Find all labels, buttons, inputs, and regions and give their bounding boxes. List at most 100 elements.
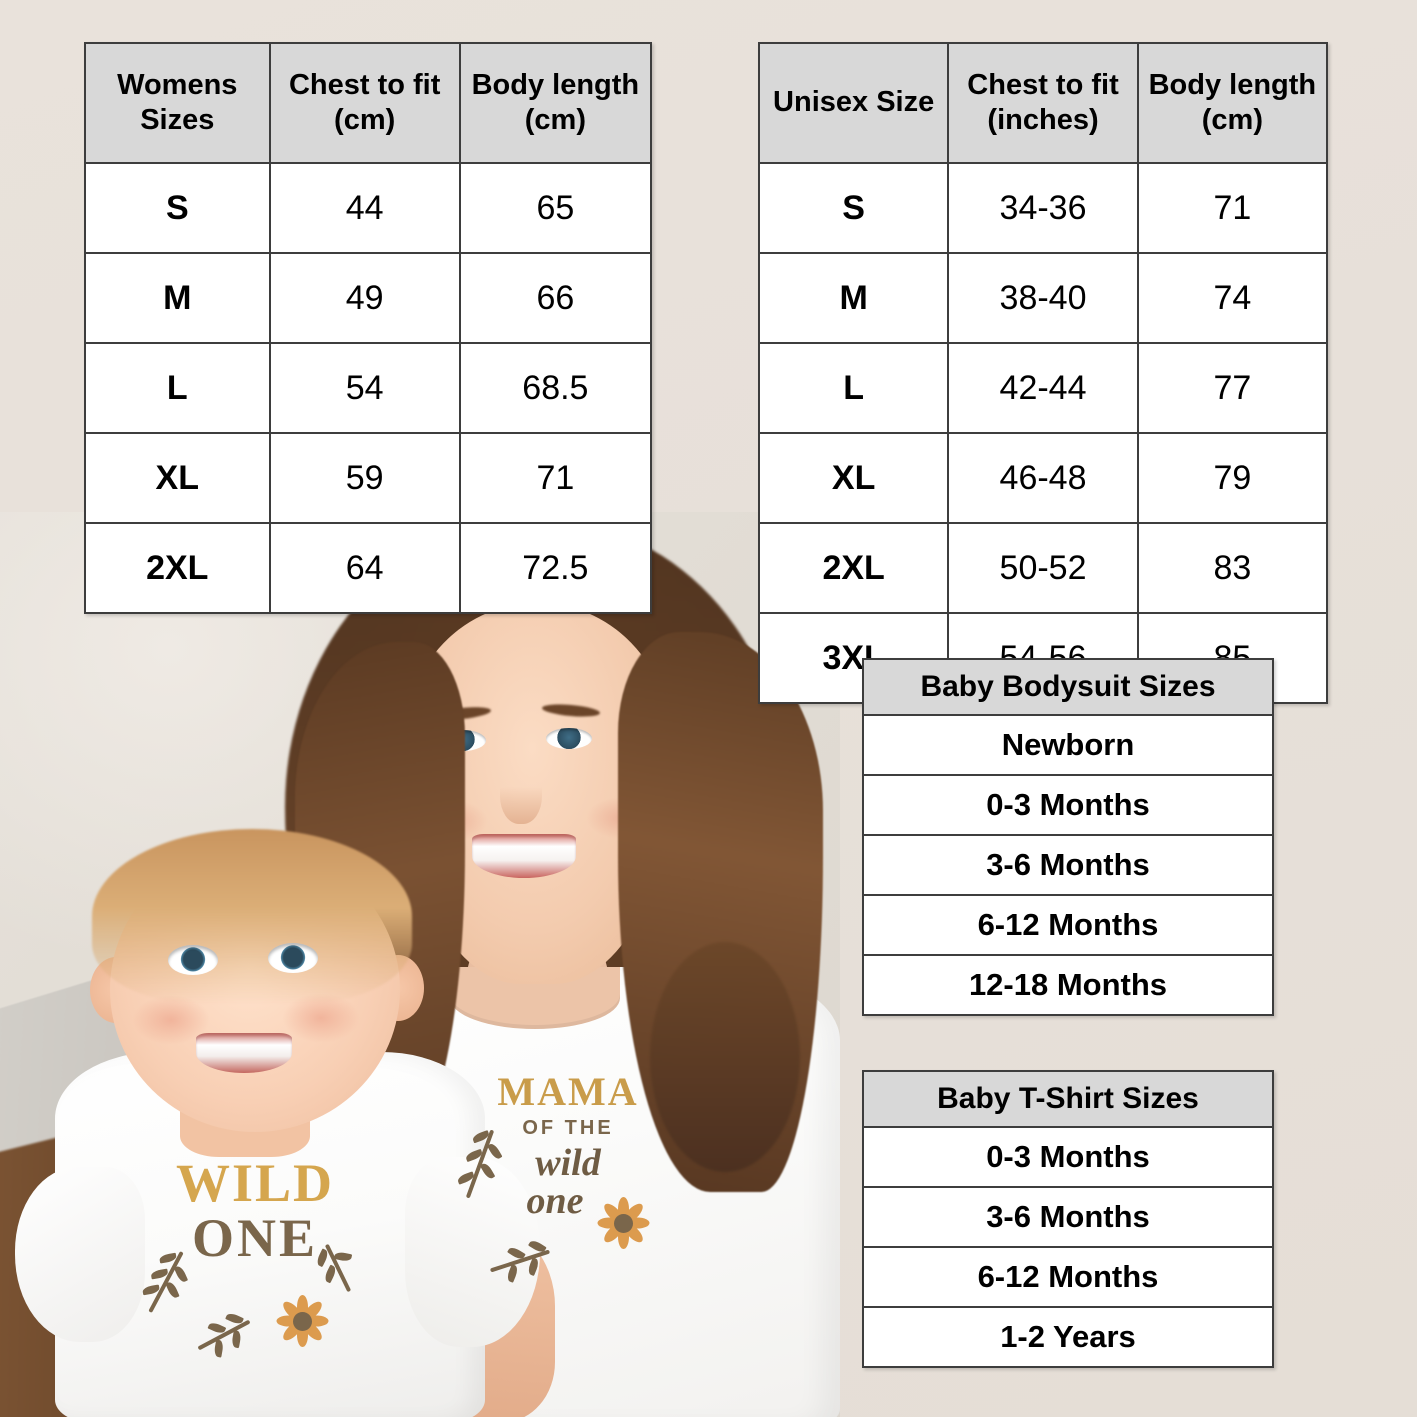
cell-size: 2XL [84, 522, 271, 614]
table-row: 3-6 Months [862, 1186, 1274, 1248]
cell-length: 77 [1136, 342, 1329, 434]
cell-chest: 50-52 [947, 522, 1139, 614]
table-row: 2XL 64 72.5 [84, 522, 653, 614]
cell-size: 0-3 Months [862, 774, 1274, 836]
table-row: 3-6 Months [862, 834, 1274, 896]
mama-print-line2: OF THE [522, 1117, 614, 1139]
table-row: M 38-40 74 [757, 252, 1329, 344]
mama-print-line1: MAMA [497, 1069, 639, 1114]
cell-size: XL [757, 432, 950, 524]
cell-length: 83 [1136, 522, 1329, 614]
baby-figure [15, 829, 540, 1417]
cell-chest: 64 [268, 522, 461, 614]
column-header-length: Body length (cm) [458, 42, 653, 164]
cell-length: 72.5 [458, 522, 653, 614]
table-header-row: Unisex Size Chest to fit (inches) Body l… [757, 42, 1329, 164]
cell-size: M [757, 252, 950, 344]
mama-print-sprig-bottom [489, 1238, 551, 1283]
cell-length: 71 [1136, 162, 1329, 254]
baby-print-flower [275, 1294, 329, 1348]
table-row: 6-12 Months [862, 894, 1274, 956]
cell-size: 12-18 Months [862, 954, 1274, 1016]
baby-arm-left [15, 1167, 145, 1342]
table-header-row: Womens Sizes Chest to fit (cm) Body leng… [84, 42, 653, 164]
cell-size: 3-6 Months [862, 1186, 1274, 1248]
woman-smile [472, 834, 576, 878]
column-header-tshirt: Baby T-Shirt Sizes [862, 1070, 1274, 1128]
column-header-size: Womens Sizes [84, 42, 271, 164]
table-row: M 49 66 [84, 252, 653, 344]
cell-chest: 34-36 [947, 162, 1139, 254]
cell-size: 6-12 Months [862, 894, 1274, 956]
table-row: Newborn [862, 714, 1274, 776]
table-row: XL 46-48 79 [757, 432, 1329, 524]
table-row: S 44 65 [84, 162, 653, 254]
cell-length: 79 [1136, 432, 1329, 524]
cell-size: XL [84, 432, 271, 524]
cell-size: 2XL [757, 522, 950, 614]
table-row: 6-12 Months [862, 1246, 1274, 1308]
cell-size: S [84, 162, 271, 254]
cell-length: 65 [458, 162, 653, 254]
baby-print-line2: ONE [191, 1208, 319, 1268]
woman-eye-right [546, 728, 592, 749]
table-row: L 54 68.5 [84, 342, 653, 434]
woman-nose [500, 762, 542, 824]
mama-print-line4: one [526, 1180, 584, 1222]
baby-print-sprig-bottom [197, 1311, 251, 1358]
cell-size: 3-6 Months [862, 834, 1274, 896]
cell-chest: 54 [268, 342, 461, 434]
baby-bodysuit-sizes-table: Baby Bodysuit Sizes Newborn 0-3 Months 3… [862, 658, 1274, 1016]
unisex-sizes-table: Unisex Size Chest to fit (inches) Body l… [757, 42, 1329, 704]
table-row: S 34-36 71 [757, 162, 1329, 254]
cell-chest: 59 [268, 432, 461, 524]
baby-print-line1: WILD [175, 1153, 335, 1213]
cell-size: L [757, 342, 950, 434]
baby-hair [92, 829, 412, 1004]
cell-size: L [84, 342, 271, 434]
baby-tshirt-sizes-table: Baby T-Shirt Sizes 0-3 Months 3-6 Months… [862, 1070, 1274, 1368]
cell-chest: 44 [268, 162, 461, 254]
mama-shirt-print: MAMA OF THE wild one [456, 1069, 668, 1283]
cell-length: 74 [1136, 252, 1329, 344]
cell-chest: 38-40 [947, 252, 1139, 344]
baby-shirt-print: WILD ONE [141, 1153, 360, 1366]
column-header-chest: Chest to fit (cm) [268, 42, 461, 164]
mama-print-flower [596, 1196, 650, 1249]
cell-size: 1-2 Years [862, 1306, 1274, 1368]
baby-mouth [196, 1033, 292, 1073]
cell-length: 66 [458, 252, 653, 344]
table-row: L 42-44 77 [757, 342, 1329, 434]
cell-chest: 42-44 [947, 342, 1139, 434]
table-row: 2XL 50-52 83 [757, 522, 1329, 614]
baby-eye-right [268, 943, 318, 973]
column-header-chest: Chest to fit (inches) [947, 42, 1139, 164]
table-row: 1-2 Years [862, 1306, 1274, 1368]
cell-size: Newborn [862, 714, 1274, 776]
cell-chest: 49 [268, 252, 461, 344]
product-photo [0, 512, 840, 1417]
cell-length: 71 [458, 432, 653, 524]
cell-size: 6-12 Months [862, 1246, 1274, 1308]
table-header-row: Baby Bodysuit Sizes [862, 658, 1274, 716]
cell-size: 0-3 Months [862, 1126, 1274, 1188]
baby-eye-left [168, 945, 218, 975]
cell-size: S [757, 162, 950, 254]
table-row: 0-3 Months [862, 1126, 1274, 1188]
column-header-size: Unisex Size [757, 42, 950, 164]
woman-figure [250, 512, 840, 1417]
baby-cheek-right [282, 993, 360, 1043]
cell-length: 68.5 [458, 342, 653, 434]
table-header-row: Baby T-Shirt Sizes [862, 1070, 1274, 1128]
column-header-bodysuit: Baby Bodysuit Sizes [862, 658, 1274, 716]
table-row: 0-3 Months [862, 774, 1274, 836]
table-row: XL 59 71 [84, 432, 653, 524]
mama-print-line3: wild [535, 1142, 601, 1184]
table-row: 12-18 Months [862, 954, 1274, 1016]
cell-chest: 46-48 [947, 432, 1139, 524]
womens-sizes-table: Womens Sizes Chest to fit (cm) Body leng… [84, 42, 653, 614]
woman-hair-strand [650, 942, 800, 1172]
column-header-length: Body length (cm) [1136, 42, 1329, 164]
cell-size: M [84, 252, 271, 344]
